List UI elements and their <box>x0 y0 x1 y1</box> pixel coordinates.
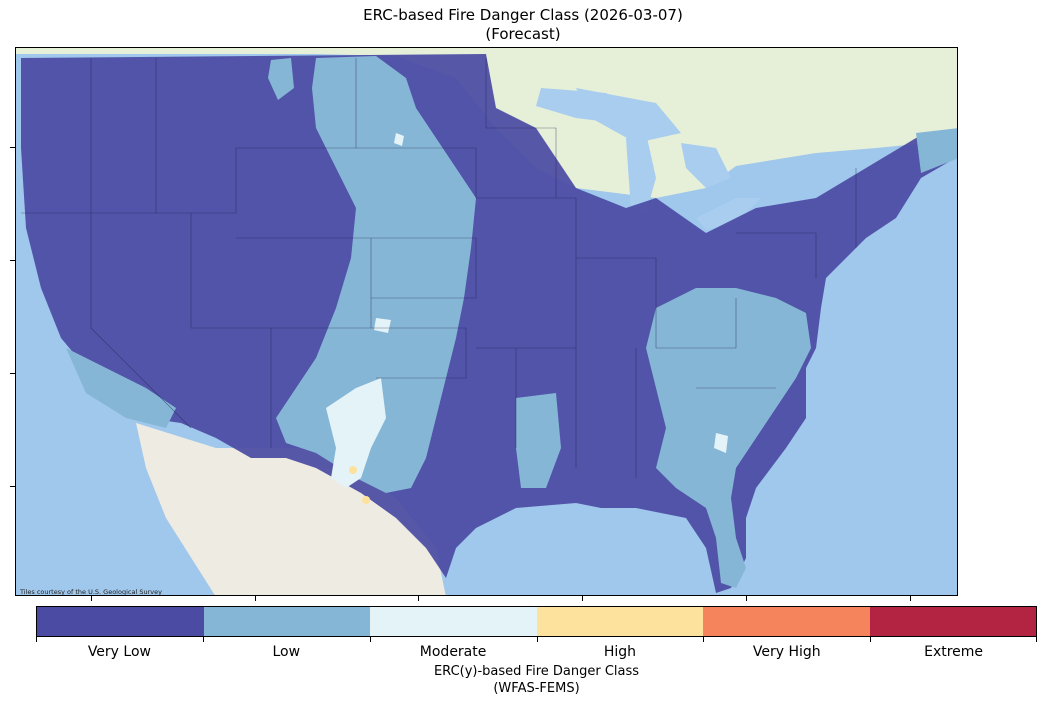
x-axis-tick <box>910 596 911 601</box>
high-region-patch <box>362 496 370 504</box>
y-axis-tick <box>10 147 15 148</box>
x-axis-tick <box>582 596 583 601</box>
lake-huron <box>681 143 731 188</box>
moderate-region-texas <box>326 378 386 488</box>
x-axis-tick <box>91 596 92 601</box>
lake-erie <box>696 198 761 230</box>
map-panel[interactable]: Tiles courtesy of the U.S. Geological Su… <box>15 47 958 596</box>
low-region-northeast <box>916 128 957 173</box>
colorbar-tick <box>369 637 371 642</box>
colorbar-title: ERC(y)-based Fire Danger Class (WFAS-FEM… <box>36 663 1037 697</box>
colorbar-segment <box>703 607 870 636</box>
low-region-montana <box>268 58 294 100</box>
colorbar-label: Very High <box>752 644 821 660</box>
colorbar-tick <box>1036 637 1037 642</box>
low-region-plains <box>276 56 476 493</box>
moderate-region-patch <box>714 433 728 453</box>
colorbar <box>36 606 1037 637</box>
colorbar-tick <box>870 637 872 642</box>
colorbar-tick <box>36 637 37 642</box>
lake-michigan <box>626 133 656 213</box>
colorbar-title-line-2: (WFAS-FEMS) <box>493 681 580 696</box>
low-region-gulf <box>516 393 561 488</box>
low-region-california <box>66 348 176 428</box>
colorbar-segment <box>536 607 703 636</box>
colorbar-label: Low <box>272 644 301 660</box>
x-axis-tick <box>255 596 256 601</box>
map-svg: Tiles courtesy of the U.S. Geological Su… <box>16 48 957 596</box>
y-axis-tick <box>10 486 15 487</box>
x-axis-tick <box>746 596 747 601</box>
colorbar-label: Extreme <box>924 644 984 660</box>
colorbar-segment <box>370 607 537 636</box>
colorbar-segment <box>37 607 204 636</box>
map-title: ERC-based Fire Danger Class (2026-03-07)… <box>0 6 1046 44</box>
attribution-text: Tiles courtesy of the U.S. Geological Su… <box>19 588 162 596</box>
moderate-region-patch <box>374 318 391 333</box>
colorbar-tick <box>202 637 204 642</box>
colorbar-segment <box>203 607 370 636</box>
title-line-1: ERC-based Fire Danger Class (2026-03-07) <box>363 6 683 24</box>
colorbar-label: High <box>603 644 636 660</box>
y-axis-tick <box>10 260 15 261</box>
high-region-patch <box>349 466 357 474</box>
state-boundaries <box>21 58 857 478</box>
title-line-2: (Forecast) <box>485 25 561 43</box>
colorbar-label: Very Low <box>87 644 151 660</box>
mexico-land <box>136 423 446 595</box>
colorbar-label: Moderate <box>419 644 487 660</box>
x-axis-tick <box>418 596 419 601</box>
colorbar-tick <box>703 637 705 642</box>
low-region-southeast <box>646 288 811 588</box>
colorbar-title-line-1: ERC(y)-based Fire Danger Class <box>433 664 640 679</box>
colorbar-tick <box>536 637 538 642</box>
lake-superior <box>536 88 636 123</box>
moderate-region-patch <box>394 133 404 146</box>
colorbar-segment <box>869 607 1036 636</box>
y-axis-tick <box>10 373 15 374</box>
